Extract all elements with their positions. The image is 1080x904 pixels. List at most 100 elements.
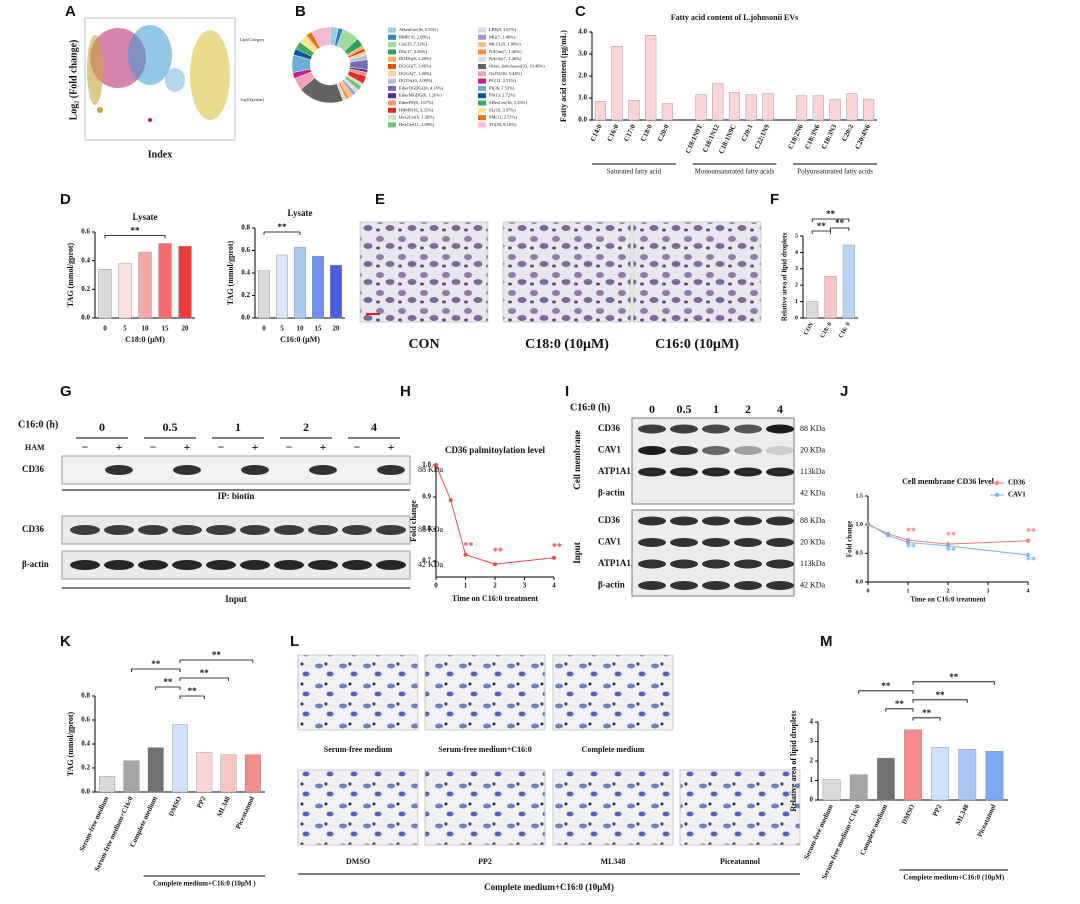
blot-label: Input <box>572 542 582 564</box>
significance-bracket <box>811 218 850 223</box>
legend-label: OxTG(26, 5.44%) <box>489 71 522 77</box>
bar <box>762 93 774 121</box>
panel-letter: B <box>295 3 306 20</box>
blot-band <box>376 560 406 570</box>
annotation: ** <box>1026 527 1036 538</box>
y-tick-label: 0.6 <box>81 228 90 236</box>
bar <box>196 752 213 793</box>
bar <box>985 751 1004 801</box>
x-tick-label: Complete medium <box>128 795 159 848</box>
panel-letter: H <box>400 383 411 400</box>
micrograph <box>297 769 419 846</box>
annotation: ** <box>1026 555 1036 566</box>
bar <box>876 757 895 801</box>
significance-label: ** <box>936 690 946 700</box>
blot-band <box>734 424 762 434</box>
legend-label: MLCL(9, 1.88%) <box>489 42 521 48</box>
legend-label: EtherPE(8, 1.67%) <box>399 100 434 106</box>
x-tick-label: Piceatannol <box>234 795 256 830</box>
y-tick-label: 3 <box>810 737 814 745</box>
legend-marker <box>995 481 999 485</box>
y-tick-label: 0.8 <box>241 224 250 232</box>
time: 4 <box>371 420 377 434</box>
legend-swatch <box>478 93 486 99</box>
micrograph <box>424 769 546 846</box>
image-label: CON <box>408 337 439 352</box>
legend-swatch <box>388 27 396 33</box>
row-label: CD36 <box>22 524 44 534</box>
bar <box>147 747 164 793</box>
blot-band <box>766 538 794 547</box>
blot-label: Input <box>225 594 247 604</box>
pie-slice <box>311 26 331 48</box>
legend-label: PI(36, 7.53%) <box>489 85 515 91</box>
micrograph <box>359 221 489 323</box>
blot-band <box>702 446 730 455</box>
blot-band <box>240 525 270 535</box>
legend-swatch <box>388 107 396 113</box>
legend-swatch <box>388 100 396 106</box>
time: 2 <box>303 420 309 434</box>
bar <box>842 244 855 319</box>
x-tick-label: 4 <box>1027 588 1030 594</box>
y-tick-label: 0 <box>810 796 814 804</box>
y-axis-label: TAG (mmol/gprot) <box>226 240 235 305</box>
time-label: C16:0 (h) <box>18 419 58 430</box>
y-tick-label: 2 <box>795 283 798 289</box>
image-label: Piceatannol <box>720 857 761 866</box>
x-tick-label: 1 <box>907 588 910 594</box>
row-label: CD36 <box>22 464 44 474</box>
bar <box>958 749 977 801</box>
legend-label: DGGA(7, 1.46%) <box>399 71 432 77</box>
blot-band <box>274 560 304 570</box>
blot-band <box>206 525 236 535</box>
blot-band <box>206 560 236 570</box>
size-label: 42 KDa <box>418 560 444 569</box>
significance-bracket <box>179 659 254 663</box>
size-label: 20 KDa <box>800 445 826 454</box>
row-label: CAV1 <box>598 537 621 547</box>
image-label: Complete medium <box>582 745 645 754</box>
legend-label: Other_Subclasses(93, 19.46%) <box>489 64 545 70</box>
x-tick-label: C18:3N3 <box>820 123 839 151</box>
significance-label: ** <box>817 221 827 231</box>
bar <box>904 729 922 801</box>
micrograph <box>552 769 674 846</box>
x-tick-label: 3 <box>987 588 990 594</box>
blot-band <box>670 516 698 526</box>
group-label: Complete medium+C16:0 (10μM ) <box>153 880 256 888</box>
point <box>1026 553 1030 558</box>
x-tick-label: C20:2 <box>840 123 855 143</box>
y-tick-label: 4.0 <box>578 28 587 36</box>
significance-bracket <box>858 690 914 694</box>
legend-title: -log10(pvalue) <box>240 97 264 102</box>
significance-label: ** <box>826 209 836 219</box>
legend-label: EtherDGDG(20, 4.18%) <box>399 85 444 91</box>
size-label: 113kDa <box>800 559 825 568</box>
bar <box>661 103 674 121</box>
point <box>463 552 468 557</box>
y-axis-label: TAG (mmol/gprot) <box>66 711 75 776</box>
chart-title: Cell membrane CD36 level <box>902 477 995 486</box>
legend-label: SHexCer(16, 3.35%) <box>489 100 527 106</box>
size-label: 42 KDa <box>800 488 826 497</box>
blot-band <box>240 560 270 570</box>
significance-bracket <box>912 717 941 721</box>
legend-label: CAV1 <box>1008 491 1026 499</box>
blot-band <box>638 467 666 477</box>
blot-band <box>670 538 698 547</box>
y-tick-label: 0.4 <box>81 256 90 264</box>
legend-swatch <box>388 34 396 40</box>
blot-band <box>342 560 372 570</box>
legend-label: DGDG(6, 1.26%) <box>399 56 432 62</box>
y-axis-label: Relative area of lipid droplets <box>789 710 798 811</box>
x-tick-label: C18: 0 <box>820 322 834 340</box>
time: 0.5 <box>677 402 692 416</box>
significance-bracket <box>179 695 205 699</box>
y-axis-label: Fatty acid content (μg/mL) <box>559 30 568 122</box>
bar <box>294 246 306 319</box>
blot-band <box>670 581 698 590</box>
time: 1 <box>235 420 241 434</box>
x-tick-label: C18:0 <box>639 123 654 143</box>
legend-swatch <box>478 42 486 48</box>
